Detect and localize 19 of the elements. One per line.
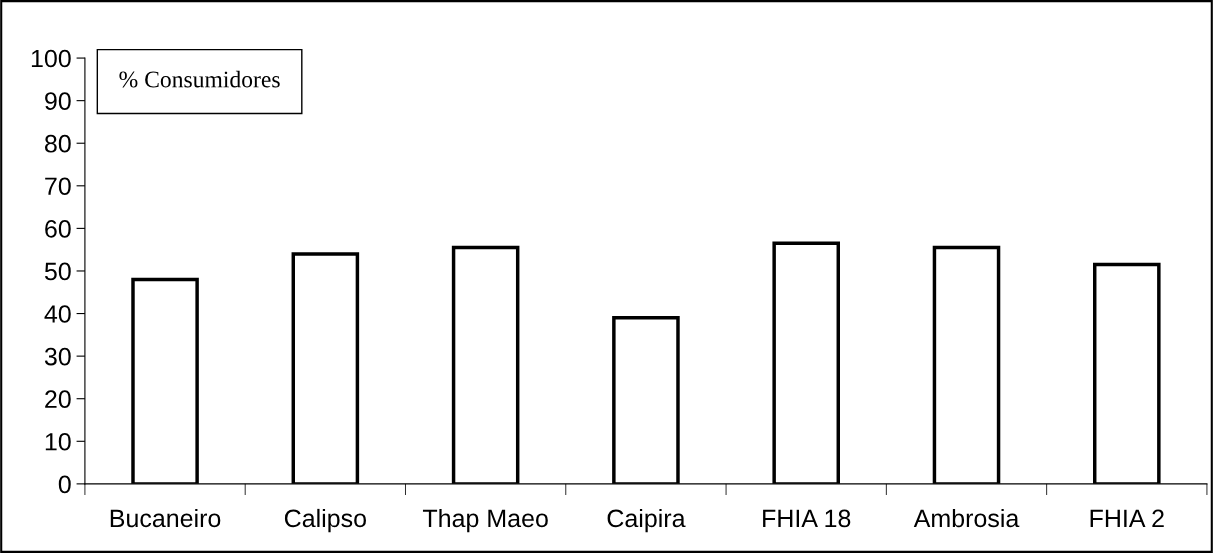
- y-tick-label: 30: [44, 347, 71, 366]
- y-axis-title: % Consumidores: [119, 70, 280, 88]
- x-tick-label: FHIA 18: [763, 509, 851, 528]
- y-tick-label: 50: [44, 262, 71, 281]
- x-tick-label: Bucaneiro: [110, 508, 221, 528]
- y-tick-label: 80: [45, 134, 71, 153]
- y-tick-label: 90: [45, 92, 71, 110]
- y-tick-label: 40: [44, 305, 71, 323]
- x-tick-label: Ambrosia: [913, 508, 1020, 528]
- x-tick-label: Thap Maeo: [422, 508, 548, 533]
- x-tick-label: FHIA 2: [1090, 509, 1164, 527]
- y-tick-label: 100: [31, 49, 71, 68]
- x-tick-label: Calipso: [284, 508, 366, 533]
- x-tick-label: Caipira: [607, 508, 686, 533]
- y-tick-label: 0: [58, 475, 71, 494]
- y-tick-label: 60: [45, 219, 71, 238]
- y-tick-label: 10: [45, 432, 71, 451]
- y-tick-label: 70: [45, 177, 71, 196]
- y-tick-label: 20: [45, 390, 71, 409]
